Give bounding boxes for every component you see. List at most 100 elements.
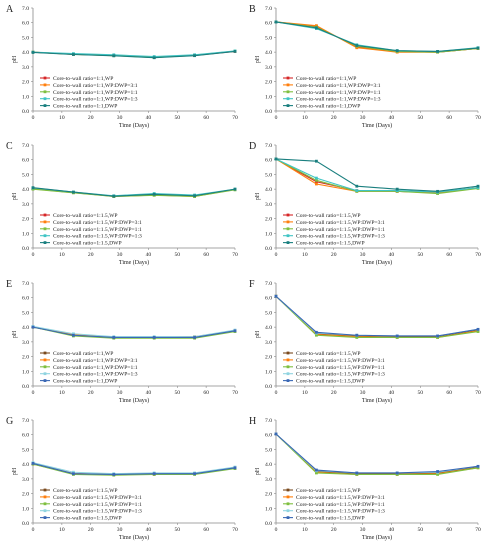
- chart-panel-b: B 0.0 1.0 2.0 3.0 4.0 5.0 6.0 7.0 0 10 20 30 40 50 60 70…: [249, 4, 481, 129]
- legend-entry: Core-to-wall ratio=1:1.5,WP:DWP=1:1: [296, 227, 385, 233]
- data-point: [315, 333, 318, 337]
- series-line-5: [275, 21, 479, 52]
- legend-entry: Core-to-wall ratio=1:1,WP:DWP=1:3: [53, 372, 138, 378]
- legend-entry: Core-to-wall ratio=1:1.5,WP: [296, 213, 361, 219]
- legend-swatch-marker: [43, 241, 47, 244]
- legend-entry: Core-to-wall ratio=1:1.5,DWP: [53, 516, 122, 522]
- panel-label: B: [249, 4, 256, 15]
- y-tick-label: 7.0: [265, 418, 272, 424]
- legend-entry: Core-to-wall ratio=1:1,DWP: [296, 104, 360, 110]
- series-line-5: [32, 462, 236, 475]
- x-tick-label: 60: [203, 390, 209, 396]
- x-axis-title: Time (Days): [119, 259, 149, 266]
- y-tick-label: 2.0: [22, 492, 29, 498]
- x-tick-label: 0: [32, 527, 35, 533]
- x-tick-label: 60: [203, 252, 209, 258]
- data-point: [31, 325, 35, 329]
- x-tick-label: 20: [88, 390, 94, 396]
- panel-label: C: [6, 141, 13, 152]
- x-tick-label: 10: [59, 115, 65, 121]
- x-tick-label: 30: [360, 115, 366, 121]
- x-tick-label: 30: [117, 115, 123, 121]
- x-tick-label: 10: [59, 252, 65, 258]
- legend-swatch-marker: [43, 213, 47, 217]
- data-point: [355, 333, 359, 337]
- series-line-3: [32, 326, 236, 339]
- legend-swatch-marker: [286, 104, 290, 107]
- x-tick-label: 30: [360, 252, 366, 258]
- legend-entry: Core-to-wall ratio=1:1.5,WP:DWP=1:3: [53, 234, 142, 240]
- legend: Core-to-wall ratio=1:1.5,WPCore-to-wall …: [40, 488, 142, 522]
- y-tick-label: 5.0: [22, 35, 29, 41]
- data-point: [476, 46, 480, 50]
- x-tick-label: 0: [275, 252, 278, 258]
- data-point: [274, 432, 278, 436]
- legend-swatch-marker: [286, 365, 290, 369]
- x-tick-label: 20: [331, 390, 337, 396]
- legend-entry: Core-to-wall ratio=1:1,WP: [53, 76, 113, 82]
- data-point: [395, 187, 399, 191]
- x-tick-label: 0: [275, 115, 278, 121]
- chart-panel-a: A 0.0 1.0 2.0 3.0 4.0 5.0 6.0 7.0 0 10 20 30 40 50 60 70…: [6, 4, 238, 129]
- legend-swatch-marker: [43, 97, 47, 101]
- y-tick-label: 5.0: [22, 172, 29, 178]
- y-tick-label: 5.0: [265, 35, 272, 41]
- data-point: [193, 194, 196, 198]
- x-axis-title: Time (Days): [362, 122, 392, 129]
- y-tick-label: 6.0: [265, 21, 272, 27]
- legend-entry: Core-to-wall ratio=1:1.5,WP:DWP=1:1: [296, 502, 385, 508]
- legend-entry: Core-to-wall ratio=1:1,WP:DWP=1:3: [296, 97, 381, 103]
- legend-swatch-marker: [43, 220, 47, 224]
- legend-entry: Core-to-wall ratio=1:1,WP: [53, 351, 113, 357]
- x-tick-label: 0: [32, 115, 35, 121]
- legend-entry: Core-to-wall ratio=1:1,WP: [296, 76, 356, 82]
- x-axis-title: Time (Days): [362, 259, 392, 266]
- y-tick-label: 6.0: [265, 296, 272, 302]
- panel-label: E: [6, 279, 12, 290]
- y-tick-label: 2.0: [265, 217, 272, 223]
- x-tick-label: 50: [417, 115, 423, 121]
- series-line-3: [32, 188, 236, 198]
- data-point: [436, 336, 439, 339]
- legend-entry: Core-to-wall ratio=1:1.5,WP:DWP=1:3: [296, 509, 385, 515]
- legend-swatch-marker: [43, 488, 47, 492]
- y-tick-label: 2.0: [22, 355, 29, 361]
- legend-entry: Core-to-wall ratio=1:1.5,DWP: [296, 516, 365, 522]
- series-line-2: [275, 433, 479, 475]
- chart-panel-e: E 0.0 1.0 2.0 3.0 4.0 5.0 6.0 7.0 0 10 20 30 40 50 60 70…: [6, 279, 238, 404]
- legend-swatch-marker: [43, 76, 47, 80]
- x-tick-label: 10: [302, 527, 308, 533]
- y-tick-label: 1.0: [22, 506, 29, 512]
- x-tick-label: 50: [417, 390, 423, 396]
- chart-panel-g: G 0.0 1.0 2.0 3.0 4.0 5.0 6.0 7.0 0 10 20 30 40 50 60 70…: [6, 416, 238, 541]
- series-line-1: [275, 295, 479, 338]
- data-point: [476, 186, 480, 190]
- y-tick-label: 0.0: [265, 384, 272, 390]
- data-point: [436, 473, 439, 476]
- data-point: [274, 157, 278, 161]
- x-tick-label: 60: [446, 115, 452, 121]
- data-point: [152, 472, 156, 476]
- legend-entry: Core-to-wall ratio=1:1.5,DWP: [296, 241, 365, 247]
- data-point: [436, 334, 439, 338]
- y-tick-label: 4.0: [22, 50, 29, 56]
- x-tick-label: 60: [203, 115, 209, 121]
- y-axis-title: pH: [255, 467, 261, 475]
- panel-label: D: [249, 141, 256, 152]
- series-line-3: [275, 21, 479, 53]
- legend-swatch-marker: [286, 351, 290, 355]
- legend-swatch-marker: [286, 220, 290, 224]
- series-line-4: [32, 50, 236, 58]
- series-line-5: [32, 187, 236, 197]
- y-tick-label: 7.0: [22, 6, 29, 12]
- data-point: [31, 51, 35, 54]
- legend-swatch-marker: [43, 351, 47, 355]
- y-tick-label: 3.0: [265, 202, 272, 208]
- series-line-5: [275, 433, 479, 474]
- data-point: [476, 466, 480, 470]
- y-tick-label: 3.0: [265, 477, 272, 483]
- legend: Core-to-wall ratio=1:1,WP Core-to-wall ra…: [40, 351, 138, 385]
- chart-panel-c: C 0.0 1.0 2.0 3.0 4.0 5.0 6.0 7.0 0 10 20 30 40 50 60 70…: [6, 141, 238, 266]
- x-tick-label: 10: [302, 390, 308, 396]
